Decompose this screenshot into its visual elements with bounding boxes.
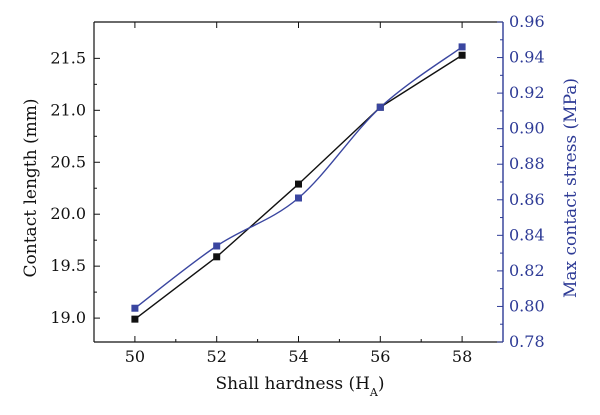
right-y-tick-label: 0.94 [509,48,545,67]
right-y-tick-label: 0.92 [509,83,545,102]
x-tick-label: 56 [370,347,390,366]
max-contact-stress-marker [376,103,384,111]
right-y-tick-label: 0.84 [509,225,545,244]
tick-labels: 50 52 54 56 58 19.0 19.5 20.0 20.5 21.0 21.5 0.78 0.… [50,12,544,366]
series-layer [131,43,466,323]
right-y-tick-label: 0.80 [509,296,545,315]
axis-ticks [94,21,503,343]
contact-length-marker [458,51,466,59]
max-contact-stress-marker [213,242,221,250]
left-y-tick-label: 19.0 [50,308,86,327]
contact-length-marker [295,180,302,188]
right-y-tick-label: 0.90 [509,119,545,138]
left-y-axis-title: Contact length (mm) [21,99,41,278]
x-tick-label: 58 [452,347,472,366]
x-tick-label: 54 [288,347,308,366]
x-tick-label: 50 [125,347,145,366]
x-axis-title: Shall hardness (HA) [215,374,384,399]
max-contact-stress-marker [295,194,302,202]
x-tick-label: 52 [207,347,227,366]
contact-length-marker [213,253,221,261]
right-y-tick-label: 0.96 [509,12,545,31]
right-y-tick-label: 0.86 [509,190,545,209]
left-y-tick-label: 21.0 [50,100,86,119]
right-y-tick-label: 0.78 [509,332,545,351]
max-contact-stress-marker [458,43,466,51]
right-y-tick-label: 0.82 [509,261,545,280]
contact-length-marker [131,315,139,323]
left-y-tick-label: 19.5 [50,256,86,275]
max-contact-stress-marker [131,304,139,312]
left-y-tick-label: 20.0 [50,204,86,223]
right-y-axis-title: Max contact stress (MPa) [561,78,581,298]
left-y-tick-label: 20.5 [50,152,86,171]
left-y-tick-label: 21.5 [50,48,86,67]
right-y-tick-label: 0.88 [509,154,545,173]
